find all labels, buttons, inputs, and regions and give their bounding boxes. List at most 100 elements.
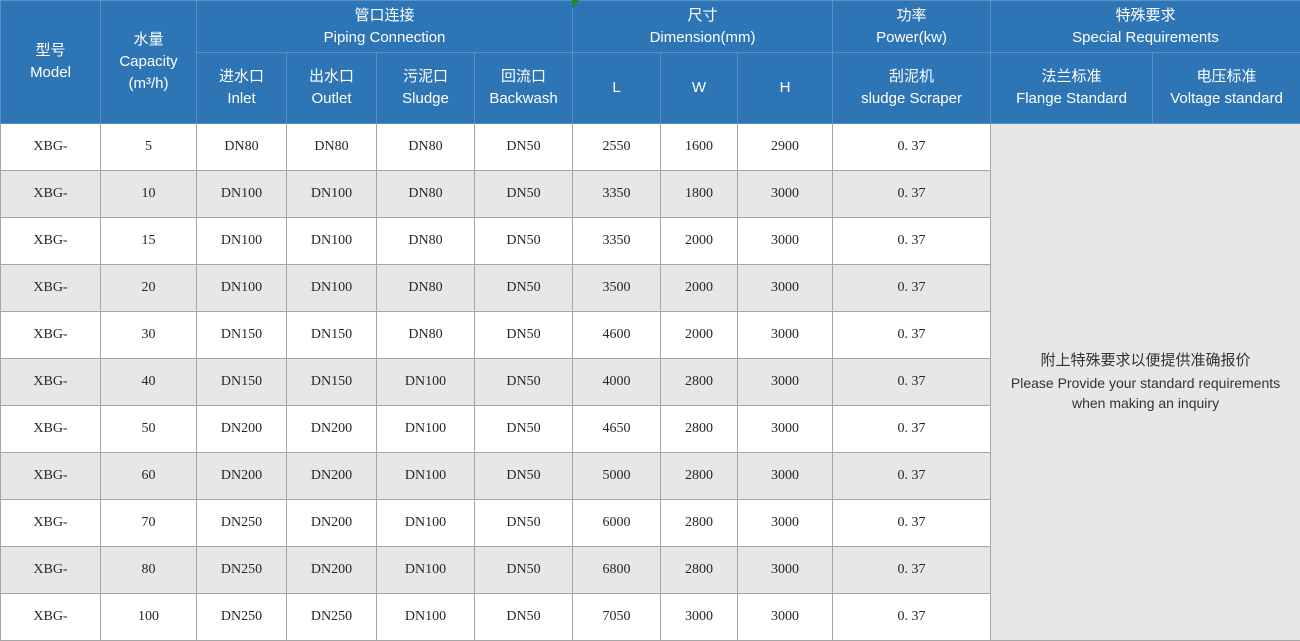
header-outlet: 出水口 Outlet — [286, 52, 377, 124]
header-scraper: 刮泥机 sludge Scraper — [832, 52, 992, 124]
cell-capacity: 70 — [100, 499, 197, 547]
cell-inlet: DN150 — [196, 311, 287, 359]
header-sludge: 污泥口 Sludge — [376, 52, 475, 124]
special-requirements-note: 附上特殊要求以便提供准确报价 Please Provide your standa… — [990, 123, 1300, 641]
cell-model: XBG- — [0, 217, 101, 265]
cell-capacity: 10 — [100, 170, 197, 218]
cell-backwash: DN50 — [473, 170, 574, 218]
cell-height: 3000 — [737, 217, 834, 265]
cell-backwash: DN50 — [473, 358, 574, 406]
cell-model: XBG- — [0, 452, 101, 500]
header-backwash-en: Backwash — [489, 90, 558, 107]
cell-inlet: DN200 — [196, 405, 287, 453]
cell-outlet: DN150 — [286, 311, 377, 359]
table-row: XBG- 70 DN250 DN200 DN100 DN50 6000 2800 3000 0. … — [0, 499, 1300, 547]
table-row: XBG- 40 DN150 DN150 DN100 DN50 4000 2800 3000 0. … — [0, 358, 1300, 406]
cell-model: XBG- — [0, 311, 101, 359]
header-voltage: 电压标准 Voltage standard — [1152, 52, 1300, 124]
cell-width: 2800 — [660, 405, 739, 453]
table-row: XBG- 20 DN100 DN100 DN80 DN50 3500 2000 3000 0. 3… — [0, 264, 1300, 312]
cell-height: 2900 — [737, 123, 834, 171]
header-group-power: 功率 Power(kw) — [832, 0, 992, 53]
cell-height: 3000 — [737, 170, 834, 218]
header-inlet: 进水口 Inlet — [196, 52, 287, 124]
header-flange-en: Flange Standard — [1016, 90, 1127, 107]
header-power-zh: 功率 — [896, 6, 927, 24]
cell-length: 4600 — [572, 311, 662, 359]
header-voltage-zh: 电压标准 — [1196, 68, 1257, 86]
cell-width: 2800 — [660, 546, 739, 594]
cell-backwash: DN50 — [473, 593, 574, 641]
cell-inlet: DN80 — [196, 123, 287, 171]
header-dimension-zh: 尺寸 — [687, 6, 718, 24]
cell-outlet: DN200 — [286, 405, 377, 453]
table-row: XBG- 5 DN80 DN80 DN80 DN50 2550 1600 2900 0. 37 附上… — [0, 123, 1300, 641]
cell-inlet: DN100 — [196, 170, 287, 218]
cell-height: 3000 — [737, 264, 834, 312]
cell-outlet: DN100 — [286, 217, 377, 265]
cell-model: XBG- — [0, 499, 101, 547]
table-row: XBG- 10 DN100 DN100 DN80 DN50 3350 1800 3000 0. 3… — [0, 170, 1300, 218]
header-special-en: Special Requirements — [1072, 28, 1219, 46]
table-row: XBG- 60 DN200 DN200 DN100 DN50 5000 2800 3000 0. … — [0, 452, 1300, 500]
cell-backwash: DN50 — [473, 264, 574, 312]
cell-outlet: DN250 — [286, 593, 377, 641]
cell-length: 7050 — [572, 593, 662, 641]
header-length: L — [572, 52, 662, 124]
cell-inlet: DN100 — [196, 217, 287, 265]
cell-height: 3000 — [737, 452, 834, 500]
cell-capacity: 15 — [100, 217, 197, 265]
cell-length: 6000 — [572, 499, 662, 547]
cell-outlet: DN200 — [286, 452, 377, 500]
cell-height: 3000 — [737, 593, 834, 641]
cell-backwash: DN50 — [473, 499, 574, 547]
header-capacity-en: Capacity — [119, 53, 178, 71]
header-special-zh: 特殊要求 — [1115, 6, 1176, 24]
cell-length: 3500 — [572, 264, 662, 312]
cell-power: 0. 37 — [832, 405, 992, 453]
header-dimension-en: Dimension(mm) — [649, 28, 756, 46]
cell-capacity: 5 — [100, 123, 197, 171]
header-flange: 法兰标准 Flange Standard — [990, 52, 1154, 124]
cell-sludge: DN100 — [376, 452, 475, 500]
cell-power: 0. 37 — [832, 123, 992, 171]
cell-inlet: DN250 — [196, 593, 287, 641]
table-header: 型号 Model 水量 Capacity (m³/h) 管口连接 Piping … — [0, 0, 1300, 124]
cell-inlet: DN150 — [196, 358, 287, 406]
cell-sludge: DN100 — [376, 499, 475, 547]
cell-power: 0. 37 — [832, 264, 992, 312]
cell-outlet: DN200 — [286, 546, 377, 594]
cell-sludge: DN80 — [376, 264, 475, 312]
header-model: 型号 Model — [0, 0, 101, 124]
cell-outlet: DN100 — [286, 264, 377, 312]
cell-model: XBG- — [0, 358, 101, 406]
header-capacity-zh: 水量 — [133, 31, 164, 49]
header-inlet-zh: 进水口 — [218, 68, 264, 86]
cell-model: XBG- — [0, 405, 101, 453]
cell-sludge: DN80 — [376, 217, 475, 265]
header-height: H — [737, 52, 834, 124]
cell-power: 0. 37 — [832, 217, 992, 265]
cell-width: 3000 — [660, 593, 739, 641]
header-outlet-zh: 出水口 — [308, 68, 354, 86]
note-line-en1: Please Provide your standard requirement… — [1010, 374, 1281, 391]
cell-height: 3000 — [737, 311, 834, 359]
cell-sludge: DN80 — [376, 123, 475, 171]
cell-outlet: DN80 — [286, 123, 377, 171]
cell-length: 4650 — [572, 405, 662, 453]
table-row: XBG- 15 DN100 DN100 DN80 DN50 3350 2000 3000 0. 3… — [0, 217, 1300, 265]
cell-power: 0. 37 — [832, 311, 992, 359]
header-capacity-unit: (m³/h) — [128, 74, 169, 92]
cell-height: 3000 — [737, 358, 834, 406]
cell-inlet: DN200 — [196, 452, 287, 500]
cell-capacity: 30 — [100, 311, 197, 359]
cell-width: 2800 — [660, 358, 739, 406]
cell-outlet: DN100 — [286, 170, 377, 218]
cell-capacity: 40 — [100, 358, 197, 406]
cell-model: XBG- — [0, 264, 101, 312]
table-body: XBG- 5 DN80 DN80 DN80 DN50 2550 1600 2900 0. 37 附上… — [0, 123, 1300, 641]
cell-capacity: 80 — [100, 546, 197, 594]
header-voltage-en: Voltage standard — [1170, 90, 1283, 107]
header-power-en: Power(kw) — [876, 28, 947, 46]
